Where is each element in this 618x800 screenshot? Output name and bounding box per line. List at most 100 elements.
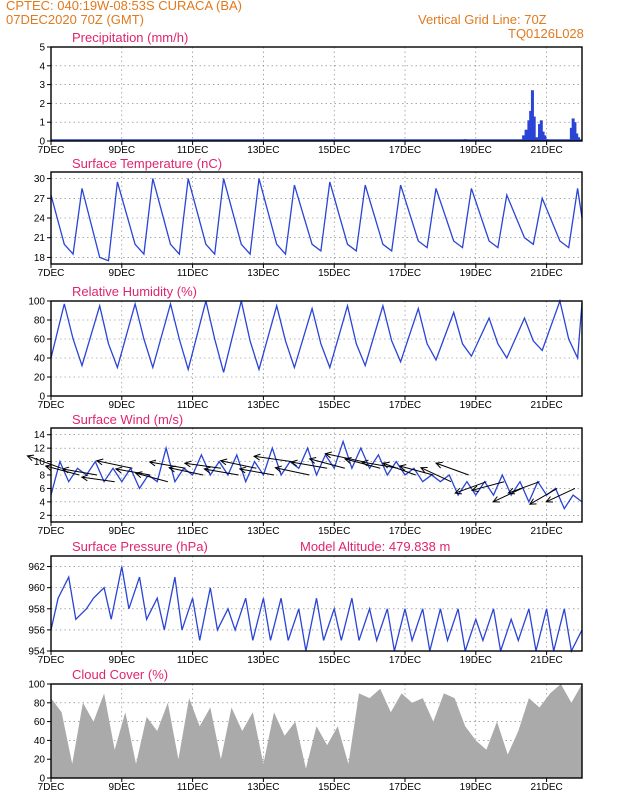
panel-title-0: Precipitation (mm/h) [72, 30, 188, 45]
xtick-label-4-7: 21DEC [530, 655, 562, 666]
ytick-label-2-0: 0 [39, 392, 45, 403]
xtick-label-5-3: 13DEC [247, 782, 279, 793]
series-line-1 [50, 178, 583, 262]
xtick-label-0-5: 17DEC [389, 145, 421, 156]
xtick-label-4-3: 13DEC [247, 655, 279, 666]
wind-arrowhead-18 [343, 457, 352, 464]
ytick-label-3-4: 10 [34, 457, 46, 468]
wind-arrow-15 [291, 461, 328, 469]
xtick-label-4-4: 15DEC [318, 655, 350, 666]
wind-arrow-11 [220, 460, 257, 469]
xtick-label-1-4: 15DEC [318, 268, 350, 279]
cloud-area [51, 684, 582, 778]
panel-frame-0 [50, 46, 583, 142]
wind-arrowhead-27 [507, 487, 516, 495]
wind-arrow-22 [420, 467, 452, 483]
xtick-label-3-2: 11DEC [177, 526, 209, 537]
wind-arrowhead-11 [219, 458, 228, 466]
series-line-4 [50, 566, 583, 654]
wind-arrowhead-6 [134, 471, 143, 478]
xtick-label-1-6: 19DEC [460, 268, 492, 279]
wind-arrowhead-21 [398, 464, 407, 471]
wind-arrowhead-28 [528, 498, 537, 505]
header-grid-note: Vertical Grid Line: 70Z [418, 12, 547, 27]
xtick-label-3-7: 21DEC [530, 526, 562, 537]
wind-arrow-14 [275, 467, 310, 476]
precip-bar-2 [524, 129, 528, 141]
wind-arrow-23 [435, 462, 469, 476]
xtick-label-0-0: 7DEC [38, 145, 65, 156]
panel-title-4: Surface Pressure (hPa) [72, 539, 208, 554]
wind-arrow-25 [471, 481, 505, 491]
panel-title-3: Surface Wind (m/s) [72, 412, 183, 427]
ytick-label-0-3: 3 [39, 80, 45, 91]
xtick-label-0-2: 11DEC [177, 145, 209, 156]
ytick-label-3-0: 2 [39, 511, 45, 522]
ytick-label-2-1: 20 [34, 373, 46, 384]
ytick-label-0-1: 1 [39, 118, 45, 129]
precip-bar-13 [569, 127, 573, 141]
ytick-label-4-4: 962 [28, 562, 45, 573]
ytick-label-3-3: 8 [39, 471, 45, 482]
wind-arrow-8 [169, 467, 204, 476]
wind-arrowhead-2 [61, 466, 70, 474]
precip-bar-10 [541, 131, 545, 141]
wind-arrowhead-9 [183, 460, 192, 468]
wind-arrowhead-29 [545, 496, 553, 503]
xtick-label-2-6: 19DEC [460, 400, 492, 411]
wind-arrowhead-14 [274, 465, 282, 473]
precip-bar-9 [539, 120, 543, 141]
precip-bar-16 [575, 133, 579, 141]
xtick-label-4-1: 9DEC [108, 655, 135, 666]
ytick-label-0-4: 4 [39, 61, 45, 72]
xtick-label-2-3: 13DEC [247, 400, 279, 411]
ytick-label-2-5: 100 [28, 297, 45, 308]
wind-arrow-20 [382, 462, 416, 476]
ytick-label-0-5: 5 [39, 43, 45, 54]
xtick-label-3-4: 15DEC [318, 526, 350, 537]
xtick-label-5-0: 7DEC [38, 782, 65, 793]
precip-bar-8 [538, 124, 542, 141]
wind-arrow-27 [508, 481, 540, 494]
series-line-3 [50, 439, 583, 510]
xtick-label-4-6: 19DEC [460, 655, 492, 666]
panel-title-2: Relative Humidity (%) [72, 284, 197, 299]
ytick-label-0-2: 2 [39, 99, 45, 110]
wind-arrowhead-13 [252, 453, 261, 461]
xtick-label-5-7: 21DEC [530, 782, 562, 793]
wind-arrow-12 [239, 468, 275, 476]
ytick-label-3-6: 14 [34, 430, 46, 441]
wind-arrowhead-0 [26, 454, 35, 462]
wind-arrowhead-4 [95, 458, 104, 466]
wind-arrow-10 [204, 468, 239, 476]
ytick-label-2-4: 80 [34, 316, 46, 327]
xtick-label-2-0: 7DEC [38, 400, 65, 411]
xtick-label-3-5: 17DEC [389, 526, 421, 537]
ytick-label-1-0: 18 [34, 253, 46, 264]
wind-arrow-4 [96, 460, 133, 469]
xtick-label-0-6: 19DEC [460, 145, 492, 156]
wind-arrow-26 [492, 487, 523, 503]
wind-arrow-21 [399, 465, 434, 476]
wind-arrowhead-10 [203, 466, 211, 474]
wind-arrowhead-20 [381, 461, 390, 469]
wind-arrowhead-15 [290, 459, 298, 467]
wind-arrowhead-26 [492, 496, 500, 503]
wind-arrow-3 [81, 476, 115, 483]
wind-arrowhead-3 [80, 474, 89, 482]
precip-bar-17 [576, 137, 580, 141]
xtick-label-4-2: 11DEC [177, 655, 209, 666]
series-line-2 [50, 298, 583, 373]
panel-frame-4 [50, 555, 583, 652]
xtick-label-1-1: 9DEC [108, 268, 135, 279]
ytick-label-5-2: 40 [34, 736, 46, 747]
panel-title-5: Cloud Cover (%) [72, 667, 168, 682]
wind-arrow-19 [361, 461, 399, 469]
header-date: 07DEC2020 70Z (GMT) [6, 12, 144, 27]
xtick-label-0-4: 15DEC [318, 145, 350, 156]
ytick-label-3-2: 6 [39, 484, 45, 495]
xtick-label-3-6: 19DEC [460, 526, 492, 537]
panel-frame-2 [50, 300, 583, 397]
xtick-label-3-1: 9DEC [108, 526, 135, 537]
